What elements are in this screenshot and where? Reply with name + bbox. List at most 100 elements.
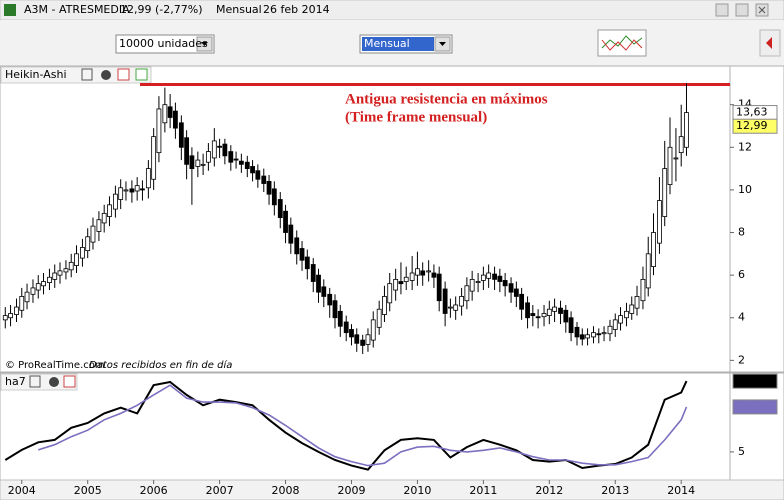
candle-body [415, 268, 420, 276]
candle-body [343, 321, 349, 334]
candle-body [316, 274, 321, 293]
candle-body [195, 159, 201, 167]
candle-body [365, 334, 371, 345]
candle-body [612, 319, 618, 330]
candle-body [464, 285, 470, 302]
candle-body [35, 283, 41, 291]
candle-body [294, 237, 300, 255]
price-marker [732, 373, 778, 389]
y-tick-label: 8 [738, 226, 745, 239]
candle-body [2, 315, 8, 321]
indicator-axis [729, 372, 784, 481]
candle-body [492, 273, 497, 280]
candle-body [85, 236, 91, 252]
y-tick-label: 12 [738, 140, 752, 153]
side-button[interactable] [759, 29, 781, 57]
candle-body [277, 199, 283, 219]
candle-body [360, 339, 366, 346]
candle-body [52, 272, 58, 280]
price-marker-label: 13,810 [736, 374, 775, 387]
candle-body [398, 281, 404, 285]
quantity-dropdown[interactable] [115, 34, 215, 54]
candle-body [184, 137, 190, 165]
candle-body [409, 272, 415, 281]
candle-body [568, 317, 574, 334]
candle-body [8, 313, 13, 319]
x-tick-label: 2004 [8, 484, 36, 497]
candle-body [436, 273, 442, 302]
timeframe-dropdown[interactable] [359, 34, 453, 54]
candle-body [651, 232, 656, 268]
price-marker [732, 399, 778, 415]
candle-body [596, 333, 602, 336]
candle-body [447, 306, 453, 309]
candle-body [288, 224, 294, 244]
candle-body [74, 253, 79, 266]
candle-body [327, 293, 333, 306]
indicator-title: ha7 [5, 375, 26, 388]
candle-body [431, 272, 437, 278]
period: Mensual [216, 3, 262, 16]
app-icon [4, 4, 16, 16]
candle-body [134, 185, 140, 192]
candle-body [123, 189, 129, 192]
candle-body [129, 188, 135, 193]
panel-tab [0, 373, 78, 391]
candle-body [579, 334, 585, 340]
candle-body [530, 313, 536, 317]
candle-body [90, 225, 96, 243]
candle-body [624, 310, 629, 319]
candle-body [255, 170, 261, 180]
candle-body [634, 296, 640, 309]
candle-body [271, 188, 277, 206]
timeframe: Mensual [364, 37, 410, 50]
candle-body [80, 247, 85, 259]
candle-body [200, 163, 206, 166]
y-tick-label: 5 [738, 445, 745, 458]
candle-body [228, 151, 234, 163]
candle-body [519, 293, 525, 310]
candle-body [266, 180, 272, 195]
indicator-panel [0, 372, 731, 481]
candle-body [508, 283, 514, 293]
candle-body [618, 315, 623, 324]
candle-body [238, 160, 244, 165]
candle-body [19, 296, 25, 311]
panel-tab [0, 66, 152, 84]
x-tick-label: 2012 [535, 484, 563, 497]
price-marker-label: 13,63 [736, 106, 768, 119]
candle-body [546, 308, 552, 317]
x-tick-label: 2013 [601, 484, 629, 497]
y-tick-label: 4 [738, 311, 745, 324]
candle-body [502, 280, 508, 287]
x-tick-label: 2014 [667, 484, 695, 497]
candle-body [640, 278, 646, 302]
candle-body [684, 112, 689, 148]
candle-body [41, 281, 46, 287]
indicator-button[interactable] [597, 29, 647, 57]
candle-body [304, 256, 310, 270]
x-tick-label: 2006 [140, 484, 168, 497]
candle-body [480, 274, 486, 281]
panel-icons[interactable] [81, 68, 148, 81]
x-tick-label: 2007 [206, 484, 234, 497]
x-tick-label: 2005 [74, 484, 102, 497]
window-buttons[interactable] [715, 3, 769, 17]
candle-body [205, 151, 211, 163]
candle-body [233, 158, 239, 161]
candle-body [552, 306, 557, 312]
candle-body [189, 155, 195, 170]
panel-icons[interactable] [29, 375, 76, 388]
price-marker [732, 118, 778, 134]
candle-body [497, 275, 503, 282]
candle-body [140, 188, 145, 191]
candle-body [321, 286, 327, 297]
x-tick-label: 2009 [337, 484, 365, 497]
candle-body [486, 272, 492, 279]
panel-title: Heikin-Ashi [5, 68, 67, 81]
time-axis [0, 479, 784, 500]
candle-body [101, 212, 107, 224]
candle-body [403, 276, 409, 282]
candle-body [145, 168, 151, 189]
